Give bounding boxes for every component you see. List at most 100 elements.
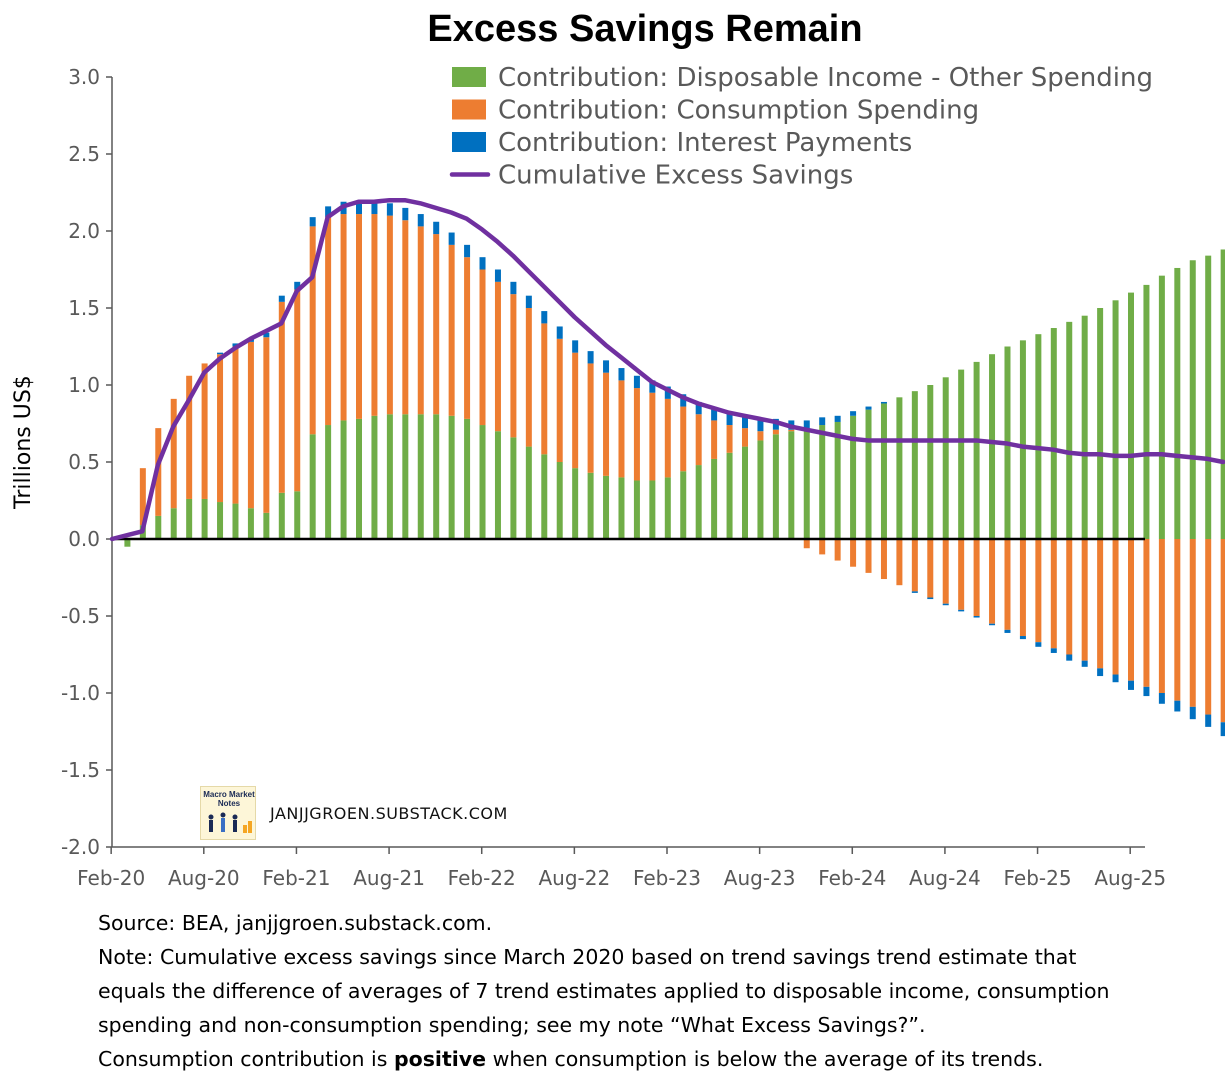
bar-consumption xyxy=(1050,539,1057,649)
bar-consumption xyxy=(325,217,332,426)
bar-interest xyxy=(325,206,332,218)
logo-figures-icon xyxy=(208,812,252,833)
bar-consumption xyxy=(1128,539,1134,681)
bar-income xyxy=(155,515,162,539)
bar-interest xyxy=(417,214,424,227)
logo: Macro Market Notes xyxy=(200,786,256,840)
legend-swatch xyxy=(452,132,486,152)
bar-consumption xyxy=(201,363,208,499)
bar-income xyxy=(649,480,656,539)
bar-interest xyxy=(556,326,563,339)
bar-interest xyxy=(726,412,733,426)
x-tick-label: Aug-21 xyxy=(353,866,425,890)
bar-income xyxy=(803,428,810,539)
y-tick-label: -1.5 xyxy=(61,758,100,782)
y-tick-label: -2.0 xyxy=(61,835,100,859)
bar-consumption xyxy=(865,539,872,573)
bar-consumption xyxy=(618,380,625,478)
bar-interest xyxy=(1143,686,1150,697)
bar-income xyxy=(772,434,779,539)
y-tick-label: 0.0 xyxy=(68,527,100,551)
bar-interest xyxy=(695,401,702,415)
bar-interest xyxy=(278,295,285,302)
bar-consumption xyxy=(294,289,301,492)
bar-interest xyxy=(294,281,301,290)
x-tick-label: Feb-21 xyxy=(262,866,330,890)
bars-layer xyxy=(124,201,1225,737)
bar-interest xyxy=(803,420,810,429)
bar-consumption xyxy=(448,244,455,416)
bar-income xyxy=(572,468,579,539)
bar-income xyxy=(695,465,702,539)
bar-income xyxy=(788,431,795,539)
bar-income xyxy=(834,421,841,539)
bar-interest xyxy=(664,386,671,399)
bar-interest xyxy=(1189,706,1196,720)
bar-consumption xyxy=(803,539,810,549)
bar-interest xyxy=(1081,660,1088,667)
bar-consumption xyxy=(139,468,146,526)
bar-income xyxy=(1097,308,1104,539)
x-tick-label: Aug-25 xyxy=(1094,866,1166,890)
bar-interest xyxy=(618,368,625,381)
bar-consumption xyxy=(1019,539,1026,637)
bar-interest xyxy=(1174,700,1181,712)
bar-income xyxy=(896,397,903,539)
note-emphasis: positive xyxy=(393,1047,487,1071)
bar-interest xyxy=(633,375,640,389)
bar-consumption xyxy=(726,425,733,453)
bar-consumption xyxy=(263,337,270,513)
legend-label: Cumulative Excess Savings xyxy=(498,161,853,191)
bar-income xyxy=(680,471,687,539)
bar-interest xyxy=(402,207,409,221)
bar-consumption xyxy=(958,539,965,610)
legend-label: Contribution: Interest Payments xyxy=(498,128,912,158)
bar-income xyxy=(217,502,224,539)
bar-income xyxy=(1112,300,1119,539)
bar-interest xyxy=(680,394,687,407)
bar-income xyxy=(1128,292,1134,539)
logo-text: Macro Market Notes xyxy=(203,790,255,808)
bar-income xyxy=(494,431,501,539)
bar-consumption xyxy=(278,301,285,493)
bar-income xyxy=(711,458,718,539)
bar-consumption xyxy=(989,539,996,624)
bar-income xyxy=(880,403,887,539)
bar-interest xyxy=(711,408,718,421)
bar-income xyxy=(1205,255,1212,539)
bar-consumption xyxy=(386,215,393,415)
bar-consumption xyxy=(850,539,857,567)
bar-interest xyxy=(973,616,980,618)
bar-income xyxy=(340,420,347,539)
y-tick-label: 3.0 xyxy=(68,65,100,89)
bar-interest xyxy=(217,352,224,355)
bar-consumption xyxy=(896,539,903,586)
bar-interest xyxy=(433,221,440,235)
legend-swatch xyxy=(452,99,486,120)
bar-interest xyxy=(742,415,748,429)
bar-interest xyxy=(572,340,579,353)
bar-interest xyxy=(1205,714,1212,727)
bar-interest xyxy=(1112,674,1119,683)
bar-consumption xyxy=(525,308,532,447)
cumulative-line xyxy=(109,197,1225,542)
bar-consumption xyxy=(911,539,918,592)
bar-income xyxy=(742,446,748,539)
bar-income xyxy=(386,414,393,539)
bar-income xyxy=(402,414,409,539)
bar-consumption xyxy=(1035,539,1042,643)
legend-swatch xyxy=(452,67,486,87)
source-note: Source: BEA, janjjgroen.substack.com. xyxy=(98,911,493,935)
chart: 3.0 2.5 2.0 1.5 1.0 0.5 0.0 -0.5 -1.0 -1.5 -2.0 Feb… xyxy=(11,63,1225,890)
bar-consumption xyxy=(186,375,193,499)
bar-consumption xyxy=(1097,539,1104,669)
bar-consumption xyxy=(510,294,517,438)
bar-income xyxy=(757,440,764,539)
bar-consumption xyxy=(1158,539,1165,693)
bar-income xyxy=(1035,334,1042,539)
bar-interest xyxy=(989,623,996,626)
bar-interest xyxy=(757,418,764,432)
bar-income xyxy=(1220,249,1225,540)
bar-consumption xyxy=(1066,539,1073,655)
x-tick-label: Feb-23 xyxy=(633,866,701,890)
